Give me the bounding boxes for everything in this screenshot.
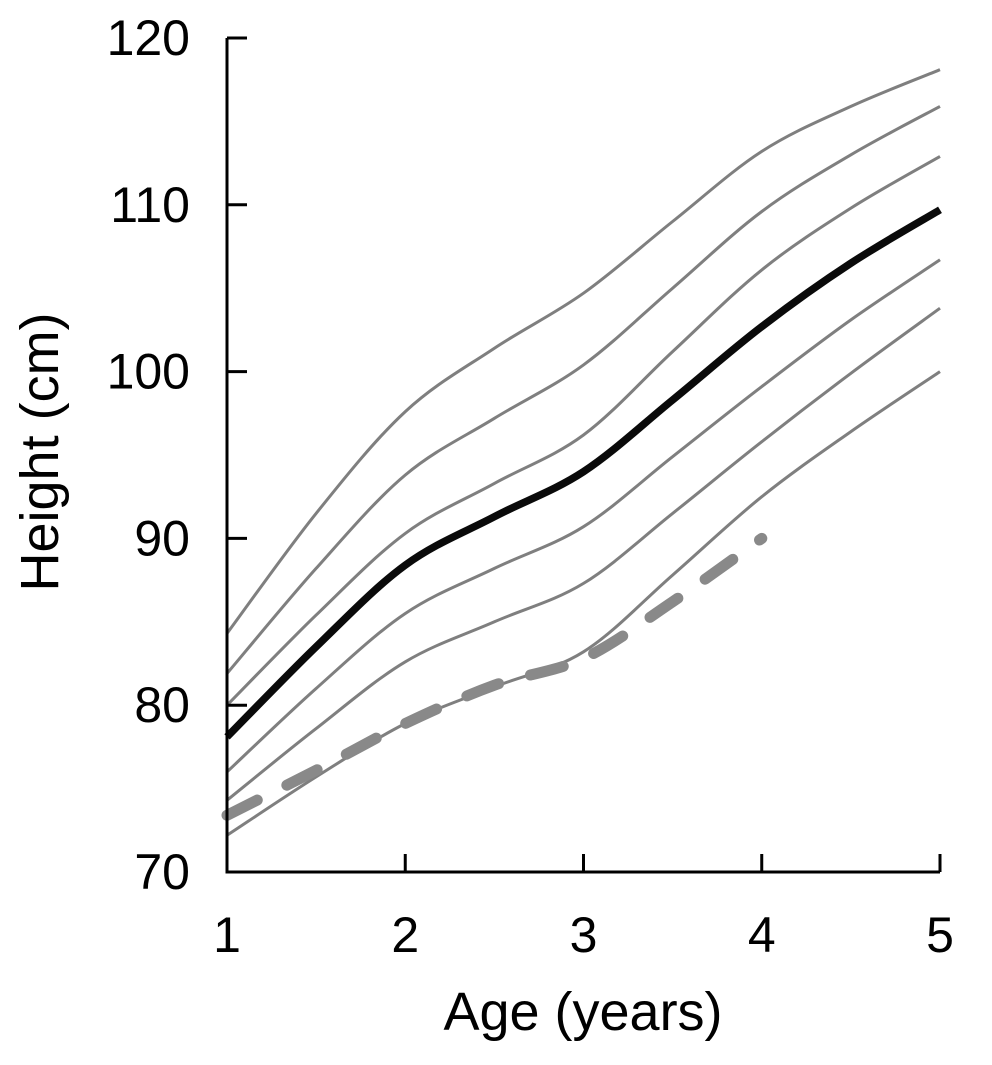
x-tick-label: 2: [391, 907, 419, 963]
x-axis-title: Age (years): [443, 982, 722, 1042]
axis-lines: [225, 38, 940, 874]
patient-trajectory-line: [221, 532, 768, 821]
x-tick-label: 4: [748, 907, 776, 963]
percentile-upper-2-line: [225, 105, 941, 675]
series-layer: [221, 68, 942, 837]
y-tick-label: 120: [107, 10, 190, 66]
x-tick-label: 1: [213, 907, 241, 963]
tick-label-layer: 70 80 90 100 110 120 1 2 3 4 5: [107, 10, 954, 963]
y-tick-label: 100: [107, 344, 190, 400]
x-tick-label: 5: [926, 907, 954, 963]
x-tick-label: 3: [570, 907, 598, 963]
percentile-lower-2-line: [226, 306, 941, 802]
median-curve-line: [224, 206, 942, 740]
axes-layer: [225, 36, 942, 874]
y-tick-label: 70: [134, 844, 190, 900]
y-tick-label: 90: [134, 510, 190, 566]
percentile-upper-1-line: [225, 155, 941, 707]
percentile-lower-1-line: [225, 258, 941, 774]
y-axis-title: Height (cm): [10, 312, 70, 591]
y-tick-label: 80: [134, 677, 190, 733]
y-tick-label: 110: [110, 177, 190, 233]
percentile-lower-3-line: [226, 370, 941, 837]
percentile-upper-3-line: [225, 68, 941, 635]
